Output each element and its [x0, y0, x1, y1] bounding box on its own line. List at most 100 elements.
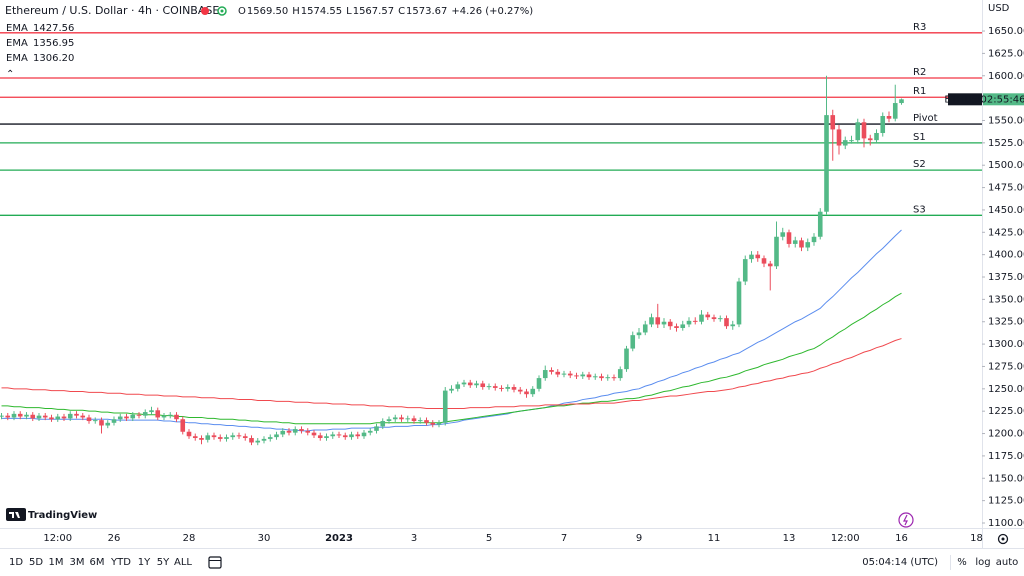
candle-body — [124, 416, 129, 419]
candle-body — [236, 435, 242, 437]
candle-body — [667, 321, 673, 327]
currency-label: USD — [988, 3, 1010, 14]
candle-body — [355, 434, 361, 437]
calendar-frame — [208, 556, 222, 569]
logo-mark — [6, 508, 26, 521]
y-tick-label: 1450.00 — [988, 205, 1024, 216]
status-dot — [201, 7, 209, 15]
candle-body — [842, 140, 848, 146]
legend-toggle[interactable]: ⌃ — [6, 69, 14, 80]
range-button[interactable]: YTD — [110, 557, 131, 568]
ohlc-value: 1569.50 — [247, 6, 288, 17]
candle-body — [867, 138, 873, 141]
x-tick-label: 3 — [411, 533, 417, 544]
legend-name: EMA — [6, 38, 28, 49]
candle-body — [186, 431, 192, 437]
x-tick-label: 16 — [895, 533, 908, 544]
y-tick-label: 1225.00 — [988, 406, 1024, 417]
ema-line — [1, 338, 902, 409]
candle-body — [736, 281, 742, 325]
x-tick-label: 11 — [708, 533, 721, 544]
candle-body — [224, 437, 229, 439]
candle-body — [492, 386, 498, 388]
range-button[interactable]: 5D — [29, 557, 43, 568]
x-tick-label: 30 — [258, 533, 271, 544]
range-button[interactable]: 1Y — [138, 557, 151, 568]
candle-body — [42, 415, 48, 418]
candle-body — [580, 374, 586, 377]
range-button[interactable]: 1M — [49, 557, 64, 568]
candle-body — [55, 416, 61, 420]
candle-body — [874, 133, 879, 141]
candle-body — [199, 438, 204, 440]
candle-body — [774, 236, 779, 267]
candle-body — [549, 370, 554, 372]
scale-option[interactable]: % — [957, 557, 967, 568]
candle-body — [692, 320, 698, 322]
candle-body — [592, 376, 598, 378]
range-button[interactable]: 5Y — [157, 557, 170, 568]
candle-body — [255, 440, 261, 443]
y-tick-label: 1650.00 — [988, 26, 1024, 37]
scale-option[interactable]: log — [975, 557, 990, 568]
y-tick-label: 1150.00 — [988, 473, 1024, 484]
candle-body — [755, 254, 761, 259]
events-icon[interactable] — [898, 512, 914, 528]
candle-body — [411, 418, 417, 422]
candle-body — [24, 414, 29, 417]
candle-body — [11, 413, 17, 418]
candle-body — [5, 415, 11, 418]
settings-icon[interactable] — [997, 533, 1009, 545]
events-bolt — [903, 514, 908, 526]
x-tick-label: 18 — [970, 533, 983, 544]
candle-body — [280, 430, 286, 435]
range-button[interactable]: 6M — [90, 557, 105, 568]
range-button[interactable]: ALL — [174, 557, 192, 568]
range-button[interactable]: 1D — [9, 557, 23, 568]
scale-option[interactable]: auto — [996, 557, 1019, 568]
x-tick-label: 2023 — [325, 533, 353, 544]
candle-body — [805, 242, 811, 248]
candle-body — [749, 254, 754, 260]
candle-body — [486, 386, 492, 388]
ohlc-key: L — [346, 6, 352, 17]
candle-body — [324, 436, 329, 439]
candle-body — [161, 415, 167, 418]
symbol-tag-bg — [948, 93, 982, 106]
legend-value: 1356.95 — [33, 38, 74, 49]
y-tick-label: 1375.00 — [988, 272, 1024, 283]
pivot-label: Pivot — [913, 113, 938, 124]
pivot-label: S3 — [913, 204, 926, 215]
candle-body — [180, 419, 186, 432]
candle-body — [561, 373, 567, 375]
candle-body — [311, 432, 317, 436]
logo-glyph — [9, 512, 20, 518]
candle-body — [674, 326, 679, 328]
y-tick-label: 1275.00 — [988, 361, 1024, 372]
y-tick-label: 1425.00 — [988, 227, 1024, 238]
candle-body — [267, 437, 273, 439]
candle-body — [817, 211, 823, 237]
candle-body — [449, 388, 454, 391]
candle-body — [892, 103, 898, 119]
candle-body — [686, 320, 692, 325]
range-button[interactable]: 3M — [70, 557, 85, 568]
candle-body — [799, 240, 804, 248]
pivot-label: R1 — [913, 86, 926, 97]
candle-body — [861, 122, 867, 139]
legend-value: 1427.56 — [33, 23, 74, 34]
y-tick-label: 1625.00 — [988, 48, 1024, 59]
countdown-tag-bg — [983, 93, 1024, 106]
ohlc-key: C — [398, 6, 405, 17]
candle-body — [567, 373, 573, 376]
market-dot-core — [220, 9, 224, 13]
candle-body — [786, 232, 792, 244]
pivot-label: R3 — [913, 22, 926, 33]
candle-body — [530, 388, 536, 395]
x-tick-label: 12:00 — [43, 533, 72, 544]
candle-body — [361, 432, 367, 437]
date-range-icon[interactable] — [208, 556, 222, 569]
candle-body — [292, 429, 298, 433]
